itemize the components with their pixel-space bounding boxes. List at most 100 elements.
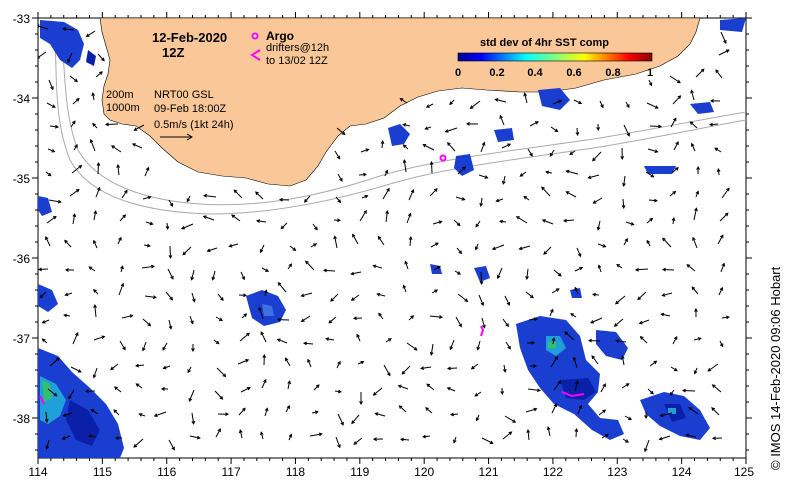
current-arrow [566, 170, 579, 175]
current-arrowhead [399, 437, 404, 442]
current-arrowhead [56, 357, 60, 362]
current-arrowhead [491, 246, 496, 251]
current-arrowhead [258, 306, 262, 311]
current-arrow [64, 240, 72, 248]
current-arrowhead [507, 143, 512, 147]
current-arrow [623, 175, 626, 186]
colorbar-gradient [457, 52, 653, 62]
current-arrowhead [726, 187, 730, 192]
current-arrowhead [190, 320, 194, 325]
current-arrowhead [709, 99, 714, 103]
current-arrow [162, 342, 168, 351]
current-arrow [671, 167, 679, 174]
current-arrowhead [422, 144, 427, 148]
current-arrow [447, 142, 456, 152]
current-arrowhead [474, 392, 479, 397]
lat-label: -37 [13, 332, 31, 346]
current-arrow [720, 263, 725, 273]
current-arrow [481, 317, 486, 328]
current-arrow [691, 143, 696, 152]
current-arrow [277, 282, 287, 293]
current-arrow [495, 98, 507, 103]
current-arrowhead [648, 82, 653, 87]
current-arrowhead [116, 164, 121, 169]
current-arrowhead [300, 318, 305, 323]
current-arrowhead [644, 415, 648, 420]
current-arrow [72, 332, 79, 345]
current-arrow [144, 295, 156, 298]
current-arrowhead [499, 219, 504, 224]
current-arrow [646, 102, 659, 109]
current-arrowhead [410, 315, 415, 319]
current-arrowhead [300, 293, 305, 298]
current-arrowhead [162, 346, 166, 351]
current-arrow [403, 285, 407, 293]
current-arrow [351, 414, 360, 424]
current-arrow [550, 126, 558, 132]
current-arrowhead [241, 276, 246, 281]
lon-label: 124 [672, 465, 692, 479]
current-arrowhead [93, 210, 98, 215]
current-arrowhead [685, 433, 690, 438]
current-arrow [422, 435, 431, 438]
current-arrowhead [438, 315, 443, 319]
current-arrow [502, 318, 509, 327]
current-arrow [144, 167, 149, 177]
current-arrowhead [122, 214, 127, 219]
current-arrowhead [672, 190, 677, 195]
current-arrow [690, 90, 695, 101]
current-arrowhead [84, 389, 89, 394]
current-arrowhead [587, 338, 592, 343]
current-arrowhead [716, 167, 721, 172]
current-arrow [541, 186, 551, 197]
current-arrowhead [624, 237, 628, 242]
current-arrow [118, 283, 124, 296]
current-arrow [191, 269, 195, 280]
current-arrow [447, 387, 456, 392]
current-arrow [330, 293, 339, 302]
current-arrowhead [150, 264, 155, 269]
current-arrowhead [724, 212, 729, 217]
colorbar-tick: 1 [647, 67, 653, 79]
current-arrow [592, 151, 602, 162]
current-arrow [117, 237, 122, 245]
current-arrowhead [507, 345, 511, 350]
current-arrowhead [133, 127, 138, 131]
current-arrowhead [523, 195, 528, 200]
current-arrowhead [78, 164, 83, 169]
current-arrowhead [673, 336, 678, 340]
current-arrow [497, 267, 503, 279]
current-arrowhead [592, 157, 596, 162]
current-arrowhead [77, 369, 82, 373]
current-arrowhead [340, 421, 344, 426]
current-arrowhead [118, 236, 122, 241]
lon-label: 116 [157, 465, 176, 479]
current-arrow [70, 366, 82, 373]
current-arrowhead [429, 160, 434, 165]
current-arrowhead [219, 395, 224, 400]
current-arrowhead [508, 431, 513, 436]
current-arrow [574, 381, 578, 392]
current-arrow [662, 237, 672, 248]
current-arrow [527, 430, 530, 441]
current-arrowhead [575, 132, 580, 137]
current-arrowhead [160, 387, 165, 391]
current-arrow [647, 148, 658, 153]
lon-label: 123 [607, 465, 627, 479]
current-arrowhead [654, 105, 659, 109]
current-arrowhead [113, 409, 118, 414]
current-arrowhead [131, 143, 136, 147]
current-arrowhead [693, 370, 698, 375]
current-arrow [214, 390, 223, 400]
current-arrowhead [364, 194, 369, 199]
current-arrow [89, 435, 97, 438]
current-arrow [672, 95, 681, 105]
current-arrow [527, 148, 533, 157]
current-arrowhead [147, 322, 152, 327]
current-arrowhead [388, 338, 392, 342]
current-arrowhead [725, 315, 730, 320]
current-arrow [373, 387, 383, 396]
current-arrow [693, 208, 697, 221]
current-arrowhead [380, 139, 385, 144]
current-arrowhead [203, 193, 208, 198]
